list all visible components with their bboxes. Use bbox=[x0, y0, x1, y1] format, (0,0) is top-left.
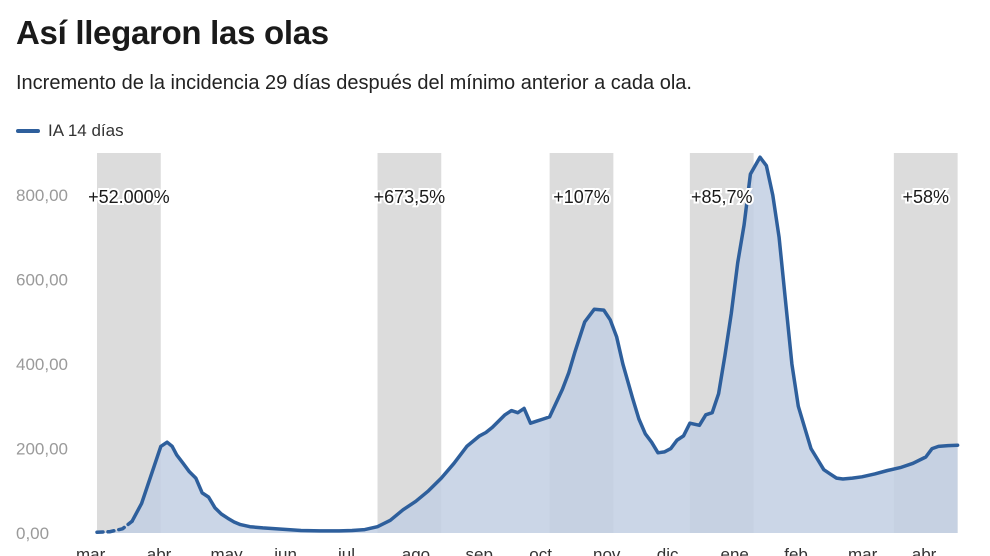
series-line-dashed bbox=[95, 519, 134, 534]
x-tick-label: jun bbox=[273, 545, 297, 556]
chart-subtitle: Incremento de la incidencia 29 días desp… bbox=[16, 72, 692, 94]
legend: IA 14 días bbox=[16, 121, 124, 141]
series-layer bbox=[95, 155, 960, 534]
x-tick-label: nov bbox=[593, 545, 621, 556]
x-tick-label: feb bbox=[784, 545, 808, 556]
wave-label-2: +673,5% bbox=[374, 187, 446, 207]
wave-label-3: +107% bbox=[553, 187, 610, 207]
x-axis: mar abr may jun jul ago sep oct nov dic ene feb mar a… bbox=[76, 545, 937, 556]
y-tick-label: 800,00 bbox=[16, 186, 68, 205]
legend-swatch bbox=[16, 129, 40, 133]
series-line bbox=[130, 155, 960, 533]
x-tick-label: abr bbox=[147, 545, 172, 556]
legend-label: IA 14 días bbox=[48, 121, 124, 140]
y-tick-label: 200,00 bbox=[16, 440, 68, 459]
x-tick-label: mar bbox=[848, 545, 878, 556]
wave-labels: +52.000% +673,5% +107% +85,7% +58% bbox=[86, 185, 951, 209]
x-tick-label: dic bbox=[657, 545, 679, 556]
wave-label-1: +52.000% bbox=[88, 187, 170, 207]
x-tick-label: abr bbox=[912, 545, 937, 556]
wave-band-2 bbox=[377, 153, 442, 533]
wave-label-5: +58% bbox=[902, 187, 949, 207]
chart-title: Así llegaron las olas bbox=[16, 14, 329, 51]
y-tick-label: 400,00 bbox=[16, 355, 68, 374]
wave-label-4: +85,7% bbox=[691, 187, 753, 207]
x-tick-label: ene bbox=[721, 545, 749, 556]
x-tick-label: may bbox=[211, 545, 244, 556]
x-tick-label: oct bbox=[529, 545, 552, 556]
y-tick-label: 0,00 bbox=[16, 524, 49, 543]
x-tick-label: sep bbox=[466, 545, 493, 556]
x-tick-label: ago bbox=[402, 545, 430, 556]
y-axis: 0,00 200,00 400,00 600,00 800,00 bbox=[16, 186, 68, 543]
x-tick-label: mar bbox=[76, 545, 106, 556]
series-area bbox=[97, 157, 958, 533]
y-tick-label: 600,00 bbox=[16, 271, 68, 290]
x-tick-label: jul bbox=[337, 545, 355, 556]
wave-band-1 bbox=[97, 153, 161, 533]
